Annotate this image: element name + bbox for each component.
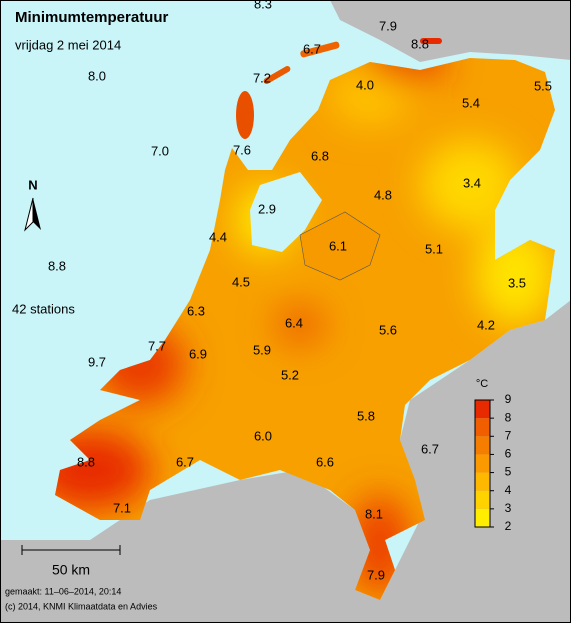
north-arrow-right — [33, 198, 41, 230]
station-value: 4.5 — [232, 274, 250, 289]
station-value: 3.4 — [463, 175, 481, 190]
station-value: 6.8 — [311, 148, 329, 163]
made-note: gemaakt: 11–06–2014, 20:14 — [5, 586, 121, 596]
station-value: 5.8 — [357, 408, 375, 423]
field-cool — [475, 225, 555, 325]
station-value: 5.2 — [281, 367, 299, 382]
legend-tick-label: 5 — [505, 465, 512, 479]
station-value: 9.7 — [88, 354, 106, 369]
scale-label: 50 km — [52, 562, 90, 578]
title: Minimumtemperatuur — [15, 9, 169, 26]
station-value: 3.5 — [508, 275, 526, 290]
station-value: 8.3 — [254, 0, 272, 11]
vlieland — [263, 66, 291, 84]
north-label: N — [28, 177, 37, 192]
legend-tick-label: 2 — [505, 519, 512, 533]
legend-band — [475, 454, 490, 473]
station-count: 42 stations — [12, 301, 75, 316]
legend-band — [475, 472, 490, 491]
copyright: (c) 2014, KNMI Klimaatdata en Advies — [5, 601, 158, 611]
station-value: 4.0 — [356, 77, 374, 92]
legend-band — [475, 490, 490, 509]
legend-band — [475, 400, 490, 419]
station-value: 5.9 — [253, 342, 271, 357]
station-value: 7.9 — [367, 567, 385, 582]
station-value: 4.8 — [374, 187, 392, 202]
station-value: 7.6 — [233, 142, 251, 157]
legend-tick-label: 8 — [505, 410, 512, 424]
station-value: 4.2 — [477, 317, 495, 332]
station-value: 8.1 — [365, 506, 383, 521]
station-value: 6.1 — [329, 238, 347, 253]
station-value: 6.0 — [254, 428, 272, 443]
legend-tick-label: 4 — [505, 483, 512, 497]
legend-unit: °C — [476, 378, 488, 390]
legend-tick-label: 3 — [505, 501, 512, 515]
subtitle: vrijdag 2 mei 2014 — [15, 37, 121, 52]
station-value: 5.1 — [425, 241, 443, 256]
station-value: 5.6 — [379, 322, 397, 337]
station-value: 7.9 — [379, 18, 397, 33]
station-value: 6.3 — [187, 303, 205, 318]
station-value: 6.7 — [176, 454, 194, 469]
field-warm — [275, 305, 325, 345]
station-value: 6.7 — [421, 441, 439, 456]
legend-band — [475, 418, 490, 437]
station-value: 8.8 — [77, 454, 95, 469]
station-value: 6.4 — [285, 315, 303, 330]
station-value: 7.0 — [151, 143, 169, 158]
station-value: 6.6 — [316, 454, 334, 469]
station-value: 5.5 — [534, 78, 552, 93]
station-value: 8.8 — [48, 258, 66, 273]
terschelling — [300, 41, 340, 58]
schiermonnikoog — [420, 38, 442, 44]
station-value: 8.8 — [411, 36, 429, 51]
field-cool — [420, 140, 520, 230]
field-cool — [330, 65, 410, 125]
texel — [236, 91, 254, 139]
legend-tick-label: 6 — [505, 447, 512, 461]
legend-tick-label: 9 — [505, 392, 512, 406]
station-value: 6.7 — [303, 41, 321, 56]
station-value: 7.1 — [113, 500, 131, 515]
station-value: 5.4 — [462, 95, 480, 110]
legend-tick-label: 7 — [505, 428, 512, 442]
field-warm — [350, 495, 410, 595]
station-value: 8.0 — [88, 68, 106, 83]
legend-frame — [474, 399, 491, 528]
station-value: 4.4 — [209, 229, 227, 244]
station-value: 2.9 — [258, 201, 276, 216]
station-value: 7.7 — [148, 338, 166, 353]
station-value: 7.2 — [253, 70, 271, 85]
flevoland — [299, 211, 381, 281]
legend-band — [475, 508, 490, 527]
station-value: 6.9 — [189, 346, 207, 361]
ijsselmeer — [250, 172, 322, 252]
legend-band — [475, 436, 490, 455]
